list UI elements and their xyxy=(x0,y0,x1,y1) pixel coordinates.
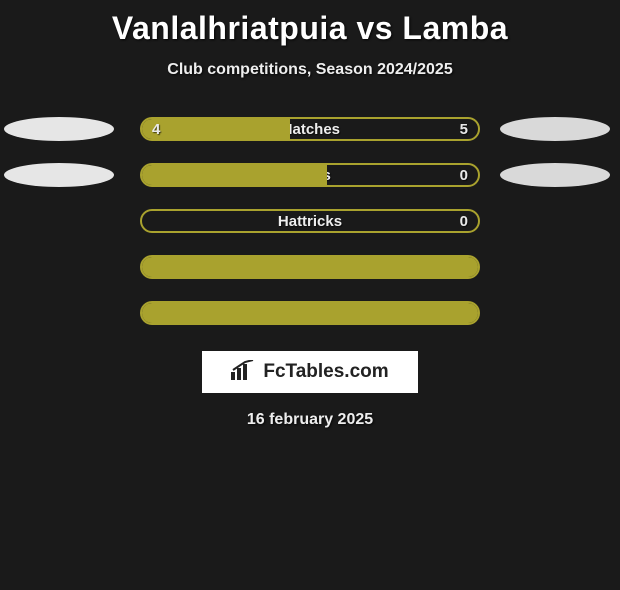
stat-bar: 0Goals xyxy=(140,163,480,187)
stat-bar: 0Hattricks xyxy=(140,209,480,233)
date-text: 16 february 2025 xyxy=(0,411,620,429)
stat-bar-fill xyxy=(142,119,290,139)
player-right-marker xyxy=(500,163,610,187)
logo-text: FcTables.com xyxy=(263,361,388,383)
stat-bar-fill xyxy=(142,257,478,277)
stat-left-value: 4 xyxy=(152,121,160,138)
stat-bar: 45Matches xyxy=(140,117,480,141)
stat-row: Goals per match xyxy=(0,255,620,279)
stat-label: Hattricks xyxy=(142,213,478,230)
stat-right-value: 0 xyxy=(460,167,468,184)
chart-icon xyxy=(231,360,257,385)
player-right-marker xyxy=(500,117,610,141)
page-subtitle: Club competitions, Season 2024/2025 xyxy=(0,61,620,79)
stat-bar: Goals per match xyxy=(140,255,480,279)
stat-right-value: 0 xyxy=(460,213,468,230)
logo-box: FcTables.com xyxy=(202,351,418,393)
player-left-marker xyxy=(4,163,114,187)
stat-row: 45Matches xyxy=(0,117,620,141)
stat-row: 0Goals xyxy=(0,163,620,187)
stat-bar-fill xyxy=(142,303,478,323)
stat-bar-fill xyxy=(142,165,327,185)
stat-row: Min per goal xyxy=(0,301,620,325)
stat-right-value: 5 xyxy=(460,121,468,138)
stat-bar: Min per goal xyxy=(140,301,480,325)
player-left-marker xyxy=(4,117,114,141)
stat-row: 0Hattricks xyxy=(0,209,620,233)
stats-rows: 45Matches0Goals0HattricksGoals per match… xyxy=(0,117,620,325)
page-title: Vanlalhriatpuia vs Lamba xyxy=(0,10,620,47)
